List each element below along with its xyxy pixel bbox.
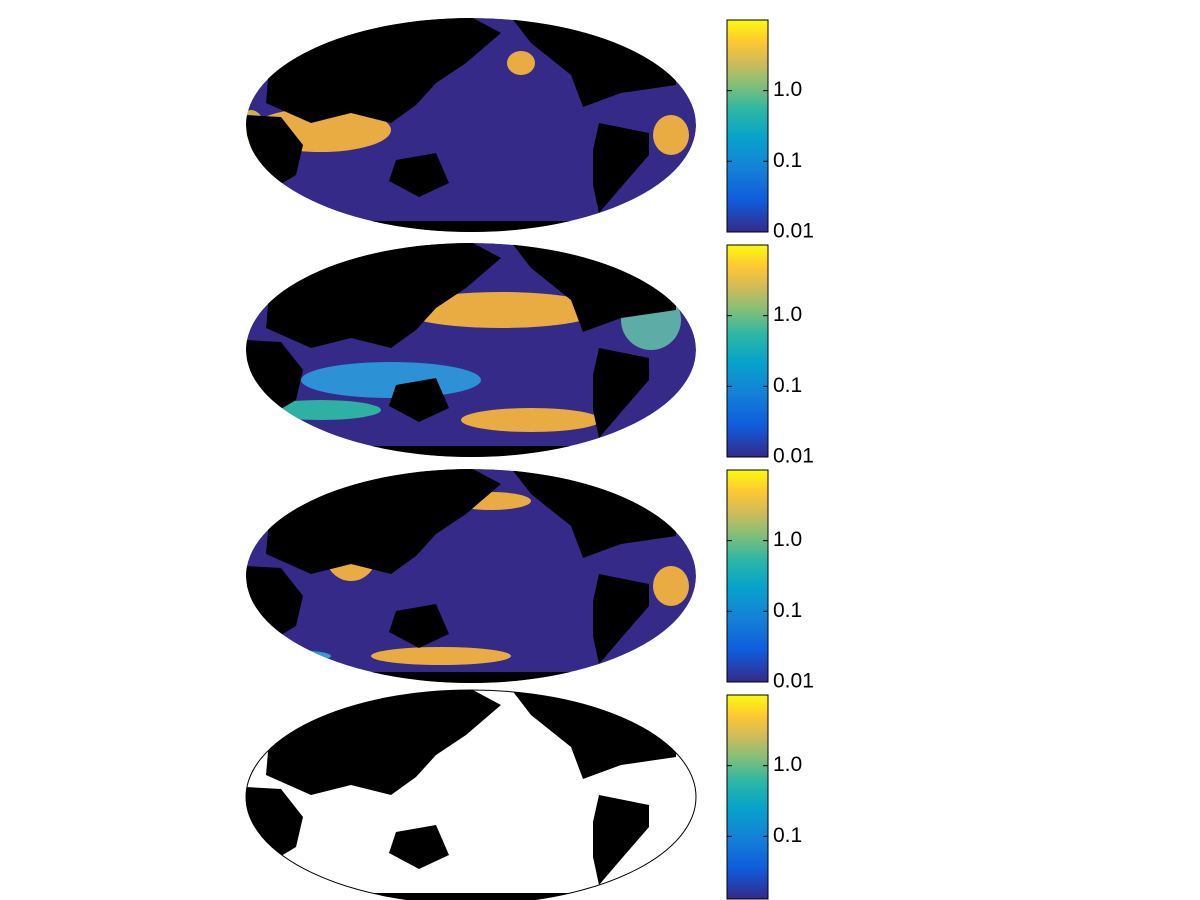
colorbar-tick-label: 0.01 — [773, 220, 814, 243]
land — [389, 825, 449, 869]
map — [246, 18, 696, 232]
map — [246, 690, 696, 900]
colorbar — [726, 694, 769, 900]
field-patch — [461, 408, 601, 432]
field-patch — [653, 115, 689, 155]
map — [246, 469, 696, 683]
land — [389, 604, 449, 648]
colorbar-tick-label: 0.1 — [773, 599, 802, 622]
colorbar-tick-label: 1.0 — [773, 78, 802, 101]
land — [246, 787, 303, 859]
land — [593, 795, 649, 885]
field-patch — [653, 566, 689, 606]
map-outline — [245, 689, 697, 900]
land — [593, 574, 649, 664]
land — [593, 123, 649, 213]
land — [341, 672, 591, 683]
field-patch — [251, 650, 331, 662]
colorbar — [726, 244, 769, 458]
map — [246, 243, 696, 457]
colorbar-tick-label: 1.0 — [773, 303, 802, 326]
land — [246, 115, 303, 187]
land — [341, 446, 591, 457]
colorbar-tick-label: 1.0 — [773, 753, 802, 776]
land — [246, 566, 303, 638]
colorbar-tick-label: 0.01 — [773, 670, 814, 693]
field-patch — [301, 362, 481, 398]
colorbar-tick-label: 0.01 — [773, 445, 814, 468]
colorbar — [726, 19, 769, 233]
land — [246, 340, 303, 412]
colorbar-tick-label: 1.0 — [773, 528, 802, 551]
field-patch — [401, 292, 601, 328]
colorbar-tick-label: 0.1 — [773, 374, 802, 397]
colorbar-tick-label: 0.1 — [773, 149, 802, 172]
land — [341, 221, 591, 232]
land — [389, 153, 449, 197]
colorbar-tick-label: 0.1 — [773, 824, 802, 847]
field-patch — [371, 647, 511, 665]
land — [341, 893, 591, 900]
field-patch — [507, 51, 535, 75]
land — [389, 378, 449, 422]
land — [593, 348, 649, 438]
colorbar — [726, 469, 769, 683]
